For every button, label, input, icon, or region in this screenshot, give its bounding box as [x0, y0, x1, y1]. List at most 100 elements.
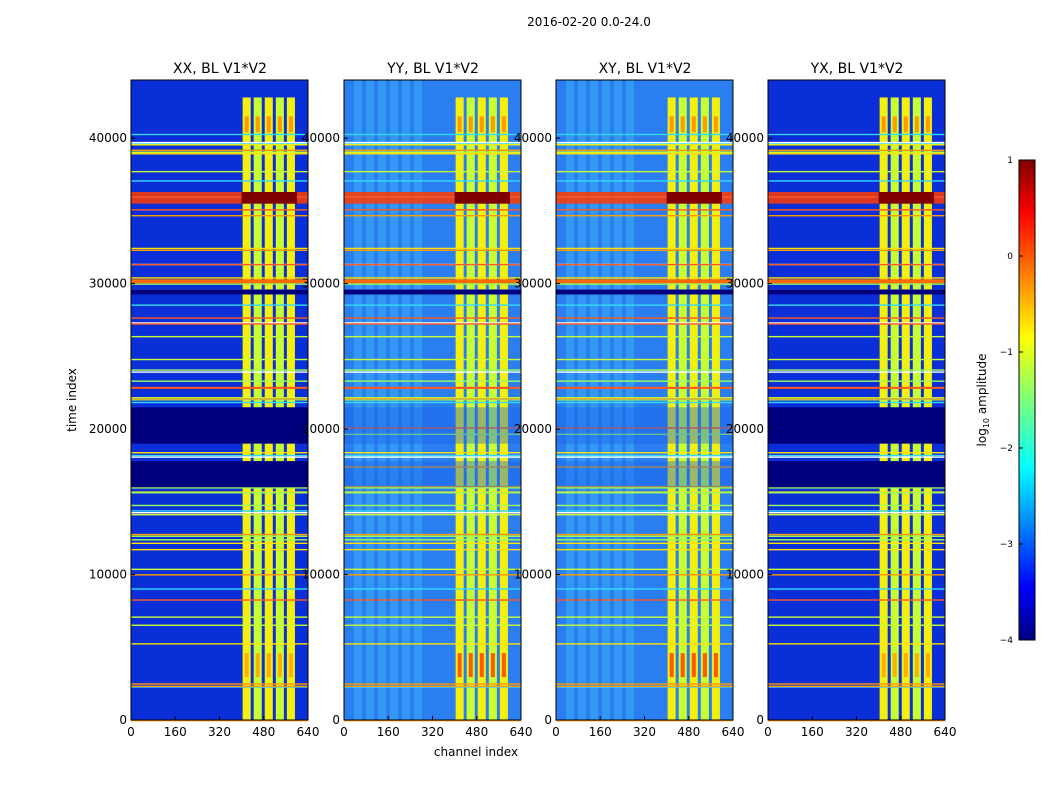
time-line — [768, 399, 945, 401]
rfi-spot — [288, 653, 293, 678]
colorbar-tick-label: −1 — [1000, 348, 1013, 358]
y-tick-label: 0 — [119, 713, 127, 727]
time-line — [768, 153, 945, 155]
time-line — [768, 548, 945, 551]
time-line — [768, 149, 945, 151]
time-line — [556, 397, 733, 400]
rfi-spot — [702, 116, 707, 133]
time-line — [344, 574, 521, 576]
rfi-column — [711, 97, 720, 721]
rfi-column — [455, 97, 464, 721]
bright-band — [344, 192, 521, 204]
time-line — [768, 180, 945, 182]
time-line — [344, 535, 521, 537]
time-line — [131, 487, 308, 489]
time-line — [768, 401, 945, 404]
time-line — [768, 568, 945, 571]
time-line — [768, 304, 945, 306]
rfi-spot — [457, 653, 462, 678]
y-tick-label: 40000 — [514, 131, 552, 145]
rfi-spot — [881, 653, 886, 678]
time-line — [556, 214, 733, 217]
time-line — [344, 335, 521, 338]
colorbar-tick-label: −2 — [1000, 444, 1013, 454]
bright-band — [556, 192, 733, 204]
time-line — [131, 214, 308, 217]
flagged-band — [556, 407, 733, 444]
rfi-spot — [680, 116, 685, 133]
time-line — [131, 317, 308, 319]
time-line — [556, 133, 733, 136]
time-line — [556, 144, 733, 146]
colorbar-tick-label: 0 — [1007, 252, 1013, 262]
bright-band-core — [454, 192, 510, 204]
time-line — [344, 323, 521, 325]
x-ticks: 0 160 320 480 640 — [764, 716, 956, 739]
time-line — [556, 599, 733, 601]
y-tick-label: 10000 — [89, 568, 127, 582]
time-line — [556, 427, 733, 429]
time-line — [344, 548, 521, 551]
dark-band — [556, 289, 733, 295]
time-line — [344, 380, 521, 382]
time-line — [768, 683, 945, 685]
time-line — [131, 616, 308, 618]
time-line — [131, 149, 308, 151]
time-line — [556, 485, 733, 488]
bright-band-core — [241, 192, 297, 204]
time-line — [131, 247, 308, 250]
heatmap-bands — [556, 80, 733, 722]
y-ticks: 0 10000 20000 30000 40000 — [514, 131, 560, 727]
time-line — [131, 535, 308, 537]
y-tick-label: 40000 — [726, 131, 764, 145]
time-line — [344, 141, 521, 144]
rfi-spot — [702, 653, 707, 678]
time-line — [768, 263, 945, 266]
time-line — [556, 492, 733, 494]
time-line — [344, 504, 521, 507]
time-line — [768, 539, 945, 541]
time-line — [344, 397, 521, 399]
rfi-spot — [501, 653, 506, 678]
time-line — [131, 719, 308, 722]
y-tick-label: 20000 — [89, 422, 127, 436]
time-line — [344, 539, 521, 541]
bright-band — [344, 279, 521, 284]
time-line — [131, 568, 308, 571]
flagged-band — [131, 461, 308, 488]
time-line — [131, 144, 308, 146]
bright-band — [768, 192, 945, 204]
time-line — [131, 151, 308, 153]
bright-band — [556, 279, 733, 284]
y-tick-label: 0 — [332, 713, 340, 727]
rfi-spot — [288, 116, 293, 133]
x-tick-label: 480 — [889, 725, 912, 739]
time-line — [344, 433, 521, 436]
time-line — [131, 249, 308, 252]
time-line — [344, 249, 521, 252]
bright-band-core — [878, 192, 934, 204]
x-tick-label: 480 — [677, 725, 700, 739]
y-tick-label: 10000 — [514, 568, 552, 582]
time-line — [556, 643, 733, 645]
colorbar-label-suffix: amplitude — [975, 354, 989, 418]
time-line — [131, 397, 308, 400]
time-line — [556, 401, 733, 404]
dark-band — [768, 289, 945, 295]
time-line — [344, 142, 521, 145]
rfi-spot — [903, 653, 908, 678]
time-line — [556, 371, 733, 373]
y-tick-label: 20000 — [726, 422, 764, 436]
time-line — [768, 487, 945, 489]
y-axis-label: time index — [65, 368, 79, 432]
flagged-band — [131, 407, 308, 444]
rfi-spot — [255, 116, 260, 133]
time-line — [556, 433, 733, 436]
time-line — [131, 380, 308, 382]
rfi-column — [678, 97, 687, 721]
time-line — [556, 180, 733, 182]
rfi-spot — [457, 116, 462, 133]
time-line — [768, 380, 945, 382]
time-line — [344, 151, 521, 153]
time-line — [131, 209, 308, 211]
